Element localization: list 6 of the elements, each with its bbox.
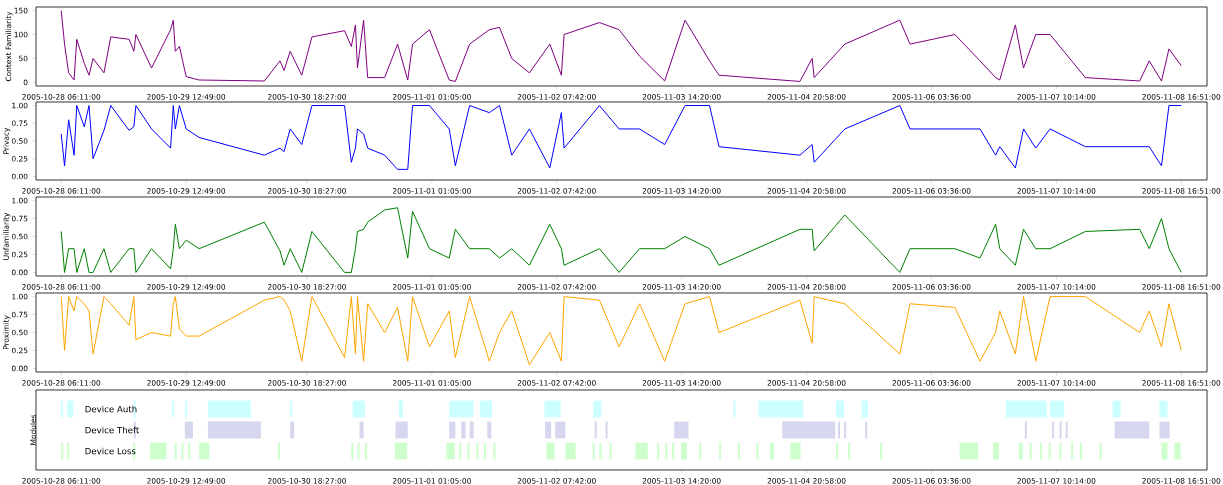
line-series [60, 10, 1182, 82]
category-label: Device Loss [85, 447, 136, 455]
category-label: Device Theft [85, 426, 140, 434]
line-series [60, 207, 1182, 273]
category-label: Device Auth [85, 405, 137, 413]
line-series [60, 296, 1182, 366]
